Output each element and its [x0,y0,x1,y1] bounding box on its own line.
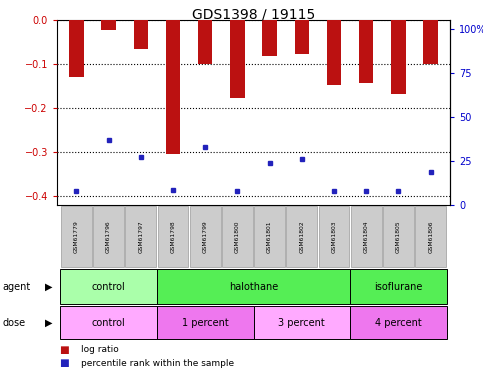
Text: ▶: ▶ [44,318,52,327]
Bar [190,206,221,267]
Bar [254,206,285,267]
Text: halothane: halothane [229,282,278,291]
Text: GSM61798: GSM61798 [170,220,175,253]
Text: 3 percent: 3 percent [278,318,325,327]
Text: control: control [92,318,126,327]
Bar [327,20,341,85]
Bar [230,20,245,98]
Text: GSM61799: GSM61799 [203,220,208,253]
Text: GSM61804: GSM61804 [364,220,369,253]
Bar [286,206,317,267]
Text: GSM61800: GSM61800 [235,220,240,253]
Bar [157,269,350,304]
Text: ■: ■ [59,358,69,368]
Text: log ratio: log ratio [81,345,119,354]
Bar [415,206,446,267]
Bar [60,269,157,304]
Bar [295,20,309,54]
Text: 1 percent: 1 percent [182,318,228,327]
Bar [61,206,92,267]
Text: GSM61796: GSM61796 [106,220,111,253]
Text: GSM61801: GSM61801 [267,220,272,253]
Text: ■: ■ [59,345,69,355]
Bar [133,20,148,49]
Text: GSM61779: GSM61779 [74,220,79,253]
Bar [254,306,350,339]
Bar [350,269,447,304]
Bar [69,20,84,77]
Text: GSM61802: GSM61802 [299,220,304,253]
Bar [351,206,382,267]
Text: GSM61797: GSM61797 [138,220,143,253]
Bar [157,306,254,339]
Bar [222,206,253,267]
Bar [359,20,373,83]
Bar [166,20,180,154]
Bar [424,20,438,64]
Bar [198,20,213,64]
Text: percentile rank within the sample: percentile rank within the sample [81,358,234,368]
Bar [101,20,116,30]
Bar [391,20,406,94]
Text: isoflurane: isoflurane [374,282,423,291]
Text: GDS1398 / 19115: GDS1398 / 19115 [192,8,315,22]
Text: GSM61806: GSM61806 [428,220,433,253]
Bar [93,206,124,267]
Text: 4 percent: 4 percent [375,318,422,327]
Bar [125,206,156,267]
Bar [157,206,188,267]
Bar [383,206,414,267]
Text: dose: dose [2,318,26,327]
Text: ▶: ▶ [44,282,52,291]
Bar [319,206,350,267]
Text: agent: agent [2,282,30,291]
Text: control: control [92,282,126,291]
Bar [350,306,447,339]
Text: GSM61805: GSM61805 [396,220,401,253]
Bar [262,20,277,56]
Text: GSM61803: GSM61803 [331,220,337,253]
Bar [60,306,157,339]
